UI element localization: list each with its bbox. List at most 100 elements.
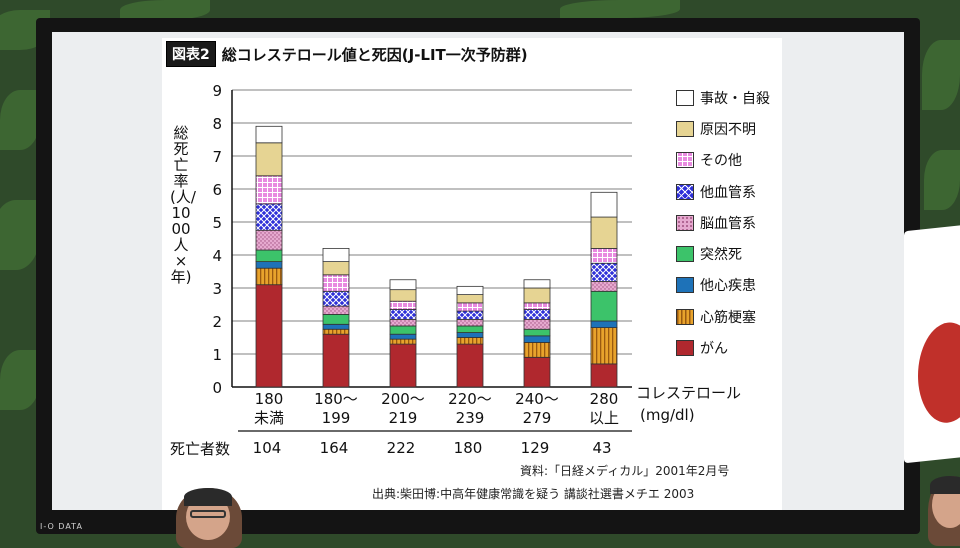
legend-swatch [676,340,694,357]
bar-segment-4 [590,290,618,322]
bar-segment-1 [523,356,551,388]
x-tick-label: 199 [322,409,351,427]
bar-segment-2 [255,267,283,286]
bar-segment-8 [322,261,350,276]
bar-segment-2 [523,342,551,358]
bar-segment-9 [590,191,618,218]
legend-item: 心筋梗塞 [676,301,786,332]
x-tick-label: 以上 [589,409,619,427]
bar-segment-8 [456,294,484,304]
y-tick-label: 2 [212,313,222,331]
legend-swatch [676,214,694,231]
bar-segment-7 [590,247,618,264]
legend-label: 突然死 [700,247,742,264]
bar-segment-3 [322,323,350,330]
legend-item: 突然死 [676,238,786,269]
bar-segment-7 [322,274,350,292]
legend-label: 事故・自殺 [700,90,770,107]
legend-item: 事故・自殺 [676,82,786,113]
y-tick-label: 6 [212,181,222,199]
x-tick-label: 240〜 [515,390,559,408]
bar-segment-9 [456,285,484,296]
legend-item: がん [676,332,786,363]
bar-segment-5 [523,318,551,330]
bar-segment-9 [389,279,417,291]
x-axis-label: コレステロール [636,384,742,402]
bar-segment-4 [322,313,350,325]
y-axis-label: 総死亡率(人/1000人×年) [170,124,196,286]
bar-segment-3 [389,333,417,340]
bar-segment-6 [255,203,283,231]
x-tick-label: 220〜 [448,390,492,408]
bar-segment-3 [456,332,484,338]
y-tick-label: 5 [212,214,222,232]
background-leaf [120,0,210,20]
deaths-row-label: 死亡者数 [170,440,231,458]
legend-label: がん [700,341,728,358]
background-leaf [0,350,40,410]
legend-swatch [676,89,694,106]
bar-segment-9 [255,125,283,144]
x-tick-label: 180 [255,390,284,408]
bar-segment-4 [255,249,283,263]
x-tick-label: 180〜 [314,390,358,408]
source-citation: 出典:柴田博:中高年健康常識を疑う 講談社選書メチエ 2003 [372,487,695,501]
bar-segment-2 [456,337,484,345]
bar-segment-5 [389,318,417,327]
legend-swatch [676,308,694,325]
y-tick-label: 7 [212,148,222,166]
deaths-count: 104 [253,439,282,457]
bar-segment-6 [322,290,350,307]
bar-segment-7 [255,175,283,205]
legend-swatch [676,152,694,169]
legend-label: 心筋梗塞 [700,309,756,326]
x-tick-label: 未満 [254,409,284,427]
bar-segment-7 [456,302,484,312]
x-tick-label: 219 [389,409,418,427]
bar-segment-7 [389,300,417,310]
bar-segment-6 [456,310,484,320]
x-tick-label: 239 [456,409,485,427]
y-tick-label: 9 [212,82,222,100]
legend-item: その他 [676,145,786,176]
deaths-count: 222 [387,439,416,457]
flag [904,224,960,464]
bar-segment-1 [456,343,484,388]
bar-segment-5 [255,229,283,251]
bar-segment-8 [255,142,283,177]
bar-segment-6 [389,309,417,320]
presenter-left [176,488,242,548]
bar-segment-4 [456,325,484,333]
background-leaf [560,0,680,18]
source-reference: 資料:「日経メディカル」2001年2月号 [520,464,730,478]
x-tick-label: 200〜 [381,390,425,408]
x-axis-unit: (mg/dl) [640,406,695,424]
legend-swatch [676,183,694,200]
bar-segment-2 [590,327,618,365]
y-tick-label: 1 [212,346,222,364]
background-leaf [924,150,960,210]
bar-segment-5 [590,280,618,292]
monitor-brand: I-O DATA [40,522,83,531]
legend-label: 原因不明 [700,121,756,138]
legend-item: 他心疾患 [676,270,786,301]
deaths-count: 129 [521,439,550,457]
bar-segment-9 [523,279,551,289]
bar-segment-5 [322,305,350,315]
bar-segment-8 [590,216,618,249]
bar-segment-3 [255,261,283,269]
figure-tag: 図表2 [166,41,216,67]
bar-segment-9 [322,247,350,262]
legend-label: 脳血管系 [700,215,756,232]
legend-label: 他血管系 [700,184,756,201]
bar-segment-8 [389,289,417,302]
chart-title: 図表2 総コレステロール値と死因(J-LIT一次予防群) [166,41,528,67]
title-text: 総コレステロール値と死因(J-LIT一次予防群) [221,45,528,64]
x-tick-label: 280 [590,390,619,408]
bar-segment-6 [523,309,551,320]
bar-segment-5 [456,318,484,327]
background-leaf [922,40,960,110]
deaths-count: 43 [592,439,611,457]
bar-segment-1 [255,284,283,388]
